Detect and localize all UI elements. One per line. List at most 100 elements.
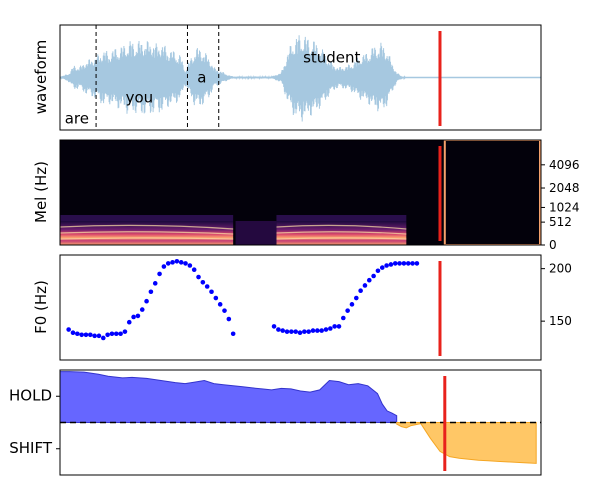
f0-point [148,289,154,295]
mel-harmonic [276,224,407,230]
f0-point [226,316,232,322]
hold-area [60,371,398,423]
f0-point [196,274,201,280]
mel-ytick: 1024 [549,200,580,214]
f0-point [152,281,158,286]
f0-point [178,260,184,265]
f0-point [276,327,281,332]
f0-point [75,331,80,337]
mel-voiced-halo-1 [276,215,407,221]
f0-point [79,332,84,338]
f0-point [328,326,333,331]
mel-voiced-halo-0 [60,215,234,221]
f0-point [209,289,214,295]
f0-point [200,280,206,285]
f0-point [230,331,236,337]
f0-point [388,262,394,267]
f0-point [122,329,128,334]
f0-ylabel: F0 (Hz) [32,280,50,334]
f0-point [358,288,363,294]
f0-point [109,331,115,337]
f0-axes-frame [59,254,542,361]
f0-point [379,265,385,270]
word-label: are [65,109,89,127]
f0-point [183,261,188,266]
f0-point [410,261,415,266]
f0-point [217,302,223,307]
f0-point [366,277,372,283]
mel-harmonic [60,231,234,235]
f0-point [332,324,337,329]
f0-point [96,333,102,339]
f0-point [401,261,407,266]
f0-point [105,332,110,338]
f0-point [92,333,97,339]
waveform-axes-frame [59,24,542,131]
f0-ytick: 200 [549,262,572,276]
mel-ytick: 0 [549,238,557,252]
f0-ytick: 150 [549,314,572,328]
f0-point [315,328,320,333]
f0-point [319,328,324,333]
f0-point [280,328,286,333]
f0-point [126,319,132,325]
f0-point [165,261,171,266]
f0-point [336,324,342,329]
hold-ytick: HOLD [9,386,52,404]
f0-point [187,263,193,268]
f0-point [139,307,145,312]
f0-point [284,329,290,334]
f0-point [353,295,359,301]
f0-point [323,327,329,332]
f0-point [83,332,89,338]
mel-harmonic [60,224,234,230]
f0-point [113,331,119,337]
waveform-ylabel: waveform [32,40,50,115]
f0-point [371,273,376,279]
turn-axes-frame [59,369,542,476]
f0-point [405,261,411,266]
f0-point [118,331,123,337]
f0-point [70,330,76,336]
mel-harmonic [60,237,234,240]
shift-area [396,422,537,464]
shift-ytick: SHIFT [9,439,53,457]
word-label: a [197,69,206,87]
f0-point [362,283,368,288]
f0-point [157,271,162,277]
f0-point [384,263,389,268]
f0-point [297,330,303,336]
f0-point [213,295,219,301]
mel-ytick: 512 [549,215,572,229]
mel-harmonic [276,231,407,235]
f0-point [310,328,316,333]
f0-point [271,324,277,329]
f0-point [341,315,346,321]
f0-point [135,313,141,319]
f0-point [161,264,167,269]
mel-ylabel: Mel (Hz) [32,161,50,223]
word-label: you [126,88,154,106]
waveform-panel: are you a student waveform [32,24,542,131]
word-label: student [303,49,360,67]
f0-point [191,267,197,273]
f0-point [66,327,71,332]
f0-point [414,261,420,266]
f0-point [392,261,398,266]
mel-ytick: 2048 [549,181,580,195]
f0-point [375,268,381,274]
turn-panel: HOLD SHIFT [9,369,542,476]
f0-point [174,259,180,264]
f0-point [302,329,307,334]
mel-padding-region [443,140,541,245]
mel-silence-gap [235,221,277,245]
f0-point [289,329,294,334]
f0-point [222,308,227,313]
f0-point [100,335,106,341]
mel-harmonic [276,237,407,240]
f0-point [349,302,355,307]
f0-point [306,329,311,334]
f0-point [293,329,298,334]
